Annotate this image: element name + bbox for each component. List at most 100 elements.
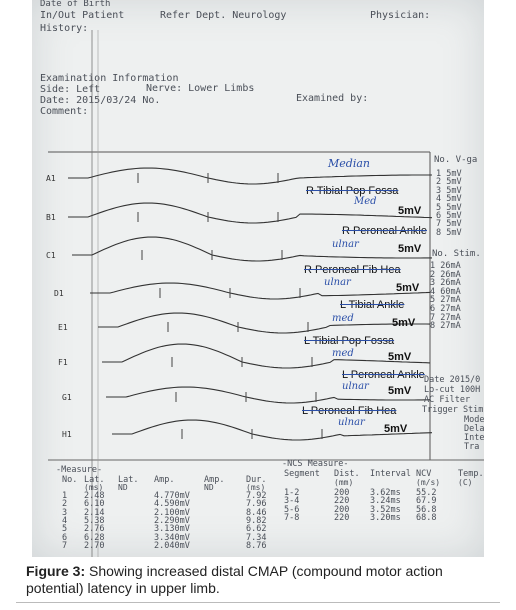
- ncs-subheader: (m/s): [416, 478, 441, 487]
- gain-row: 8 5mV: [436, 227, 462, 238]
- waveform-panel: [48, 30, 484, 557]
- ncs-cell: 5-6: [284, 504, 300, 515]
- settings-trigger: Trigger Stim: [422, 405, 484, 415]
- site-handwritten-6: med: [332, 348, 354, 359]
- ncs-subheader: (mm): [334, 478, 354, 487]
- site-label-4: R Peroneal Fib Hea: [304, 264, 401, 276]
- measure-cell: 2.48: [84, 491, 105, 501]
- waveform-trace: [68, 202, 433, 224]
- measure-cell: 2: [62, 499, 68, 510]
- trace-label-f1: F1: [58, 358, 68, 367]
- ncs-cell: 1-2: [284, 488, 300, 498]
- site-handwritten-2: Med: [354, 196, 377, 207]
- ncs-cell: 200: [334, 504, 350, 515]
- exam-date: Date: 2015/03/24 No.: [40, 95, 161, 106]
- stim-row: 8 27mA: [430, 321, 461, 332]
- ncs-header: Temp.: [458, 469, 484, 479]
- measure-cell: 2.14: [84, 507, 105, 518]
- ncs-cell: 67.9: [416, 496, 437, 507]
- header-physician: Physician:: [370, 10, 431, 21]
- ncs-cell: 220: [334, 513, 350, 524]
- site-label-5: L Tibial Ankle: [340, 299, 405, 311]
- trace-label-g1: G1: [62, 393, 72, 402]
- waveform-trace: [90, 282, 431, 300]
- header-date-of-birth: Date of Birth: [40, 0, 111, 9]
- ncs-cell: 3.20ms: [370, 513, 401, 524]
- bottom-divider: [16, 602, 500, 603]
- exam-side: Side: Left: [40, 84, 101, 95]
- site-gain-8: 5mV: [384, 423, 408, 435]
- measure-cell: 6.28: [84, 532, 105, 543]
- measure-cell: 8.76: [246, 540, 267, 551]
- ncs-cell: 68.8: [416, 513, 437, 524]
- stim-row: 1 26mA: [430, 261, 461, 271]
- gain-row: 4 5mV: [436, 194, 462, 205]
- caption-label: Figure 3:: [26, 563, 86, 579]
- ncs-cell: 200: [334, 488, 350, 498]
- measure-cell: 2.290mV: [154, 515, 190, 526]
- ncs-cell: 56.8: [416, 504, 437, 515]
- settings-tra: Tra: [464, 442, 480, 452]
- measure-cell: 7.92: [246, 491, 267, 501]
- gain-row: 3 5mV: [436, 185, 462, 196]
- waveform-trace: [68, 167, 432, 185]
- exam-examined-by: Examined by:: [296, 93, 369, 104]
- measure-cell: 4.770mV: [154, 491, 190, 501]
- site-label-8: L Peroneal Fib Hea: [302, 405, 397, 417]
- ncs-cell: 220: [334, 496, 350, 507]
- exam-title: Examination Information: [40, 73, 179, 84]
- exam-comment: Comment:: [40, 106, 89, 117]
- measure-subheader: (ms): [246, 483, 266, 492]
- header-refer-dept: Refer Dept. Neurology: [160, 10, 287, 21]
- site-gain-2: 5mV: [398, 205, 422, 217]
- trace-label-b1: B1: [46, 213, 56, 222]
- ncs-header: Interval: [370, 469, 411, 479]
- site-gain-7: 5mV: [388, 385, 412, 397]
- measure-cell: 6: [62, 532, 68, 543]
- measure-cell: 6.62: [246, 524, 267, 535]
- stim-row: 4 60mA: [430, 286, 461, 297]
- site-label-6: L Tibial Pop Fossa: [304, 335, 395, 347]
- settings-inte: Inte: [464, 433, 484, 443]
- trace-label-a1: A1: [46, 174, 56, 183]
- measure-cell: 2.76: [84, 524, 105, 535]
- ncs-title: -NCS Measure-: [282, 459, 349, 469]
- settings-dela: Dela: [464, 424, 484, 434]
- site-handwritten-1: Median: [328, 157, 370, 170]
- site-label-7: L Peroneal Ankle: [342, 369, 425, 381]
- measure-cell: 3.340mV: [154, 532, 190, 543]
- measure-subheader: ND: [204, 483, 214, 492]
- stim-row: 5 27mA: [430, 295, 461, 306]
- ncs-cell: 3-4: [284, 496, 300, 507]
- measure-cell: 4: [62, 515, 68, 526]
- stim-row: 7 27mA: [430, 312, 461, 323]
- waveform-trace: [72, 236, 432, 262]
- trace-label-h1: H1: [62, 430, 72, 439]
- ncs-header: Dist.: [334, 469, 360, 479]
- measure-header: No.: [62, 475, 78, 485]
- ncs-cell: 3.52ms: [370, 504, 401, 515]
- ncs-cell: 55.2: [416, 488, 437, 498]
- gain-row: 2 5mV: [436, 177, 462, 188]
- site-handwritten-3: ulnar: [332, 239, 359, 250]
- settings-date: Date 2015/0: [424, 375, 481, 385]
- header-inout-patient: In/Out Patient: [40, 10, 125, 21]
- stim-row: 2 26mA: [430, 269, 461, 280]
- measure-cell: 7.34: [246, 532, 267, 543]
- measure-header: Lat.: [118, 475, 139, 485]
- ncs-cell: 3.62ms: [370, 488, 401, 498]
- measure-cell: 3.130mV: [154, 524, 190, 535]
- ncs-cell: 7-8: [284, 513, 300, 524]
- measure-header: Dur.: [246, 475, 267, 485]
- measure-cell: 1: [62, 491, 68, 501]
- scanned-ncs-report-photo: Date of Birth In/Out Patient Refer Dept.…: [32, 0, 484, 557]
- settings-mode: Mode: [464, 415, 484, 425]
- ncs-cell: 3.24ms: [370, 496, 401, 507]
- trace-label-d1: D1: [54, 289, 64, 298]
- settings-locut: Lo-cut 100H: [424, 385, 481, 395]
- gain-row: 6 5mV: [436, 211, 462, 221]
- gain-row: 5 5mV: [436, 202, 462, 213]
- measure-cell: 2.70: [84, 540, 105, 551]
- figure-caption: Figure 3: Showing increased distal CMAP …: [26, 563, 496, 597]
- measure-subheader: ND: [118, 483, 128, 492]
